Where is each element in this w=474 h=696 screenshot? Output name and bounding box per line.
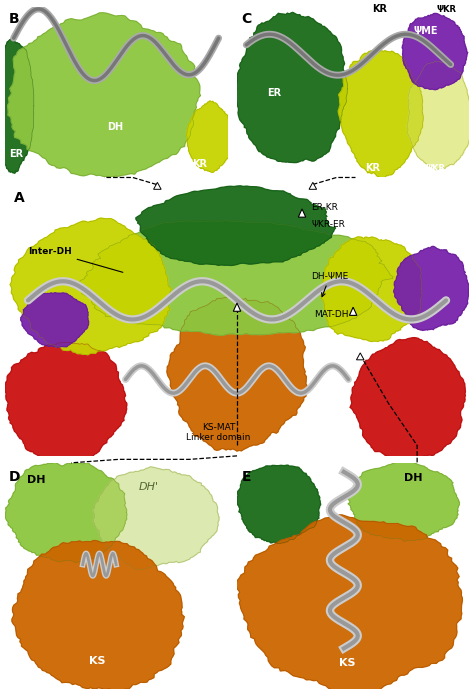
Polygon shape bbox=[237, 465, 320, 544]
Text: DH: DH bbox=[404, 473, 423, 483]
Text: DH': DH' bbox=[138, 482, 158, 492]
Polygon shape bbox=[167, 297, 307, 451]
Polygon shape bbox=[12, 541, 184, 691]
Polygon shape bbox=[407, 61, 473, 170]
Text: D: D bbox=[9, 470, 21, 484]
Text: A: A bbox=[14, 191, 25, 205]
Text: ΨKR: ΨKR bbox=[425, 164, 445, 173]
Polygon shape bbox=[5, 462, 127, 562]
Polygon shape bbox=[154, 182, 161, 189]
Text: Inter-DH: Inter-DH bbox=[28, 247, 123, 272]
Polygon shape bbox=[233, 303, 241, 311]
Text: MAT-DH: MAT-DH bbox=[314, 310, 348, 319]
Text: DH: DH bbox=[107, 122, 123, 132]
Polygon shape bbox=[235, 13, 347, 163]
Text: KR: KR bbox=[372, 4, 387, 14]
Polygon shape bbox=[394, 246, 469, 331]
Polygon shape bbox=[5, 342, 127, 464]
Polygon shape bbox=[236, 515, 463, 695]
Text: KR: KR bbox=[365, 163, 380, 173]
Text: ΨME: ΨME bbox=[413, 26, 438, 36]
Polygon shape bbox=[10, 218, 171, 355]
Polygon shape bbox=[79, 221, 393, 335]
Text: ER-KR: ER-KR bbox=[311, 203, 338, 212]
Text: C: C bbox=[242, 12, 252, 26]
Polygon shape bbox=[187, 101, 232, 173]
Text: KS: KS bbox=[90, 656, 106, 666]
Text: ER: ER bbox=[267, 88, 281, 97]
Polygon shape bbox=[348, 460, 459, 541]
Polygon shape bbox=[93, 467, 219, 570]
Polygon shape bbox=[0, 38, 34, 173]
Polygon shape bbox=[350, 338, 465, 459]
Polygon shape bbox=[136, 186, 336, 265]
Text: ER: ER bbox=[9, 149, 23, 159]
Polygon shape bbox=[321, 237, 422, 342]
Text: E: E bbox=[242, 470, 251, 484]
Polygon shape bbox=[309, 182, 317, 189]
Text: KR: KR bbox=[192, 159, 207, 169]
Text: ΨKR-ER: ΨKR-ER bbox=[311, 220, 345, 229]
Polygon shape bbox=[402, 13, 468, 90]
Text: DH-ΨME: DH-ΨME bbox=[311, 271, 348, 296]
Polygon shape bbox=[356, 353, 364, 360]
Polygon shape bbox=[298, 209, 306, 217]
Text: KS: KS bbox=[339, 658, 356, 668]
Text: ΨKR: ΨKR bbox=[437, 5, 457, 14]
Polygon shape bbox=[349, 307, 357, 315]
Polygon shape bbox=[338, 50, 423, 179]
Text: KS-MAT
Linker domain: KS-MAT Linker domain bbox=[186, 423, 251, 442]
Text: DH: DH bbox=[27, 475, 46, 485]
Polygon shape bbox=[8, 13, 201, 177]
Polygon shape bbox=[21, 293, 89, 347]
Text: B: B bbox=[9, 12, 20, 26]
